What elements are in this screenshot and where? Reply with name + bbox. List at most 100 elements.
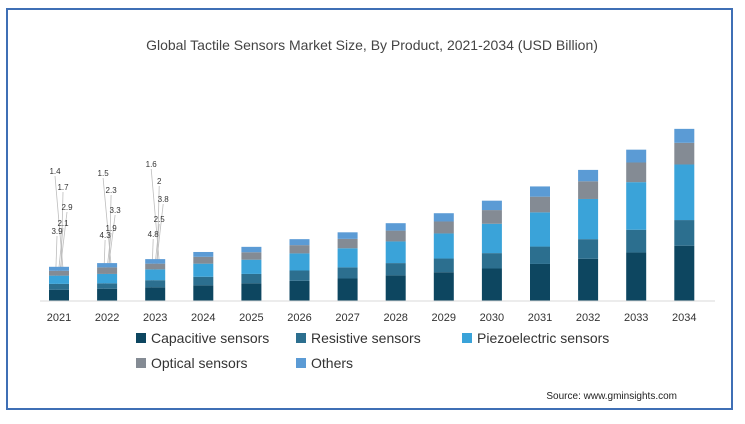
data-label-2023-series-4: 1.6 bbox=[146, 160, 158, 169]
bar-2021-series-3 bbox=[49, 270, 69, 276]
leader-line bbox=[54, 175, 64, 269]
bar-2029-series-0 bbox=[433, 272, 454, 301]
legend-swatch bbox=[296, 358, 306, 368]
legend-label: Optical sensors bbox=[151, 355, 247, 371]
bar-2022-series-2 bbox=[97, 273, 118, 284]
data-label-2021-series-1: 2.1 bbox=[57, 219, 69, 228]
source-note: Source: www.gminsights.com bbox=[546, 391, 677, 402]
bar-2026-series-3 bbox=[289, 245, 310, 254]
x-tick-label: 2031 bbox=[528, 312, 552, 324]
data-label-2021-series-3: 1.7 bbox=[57, 183, 69, 192]
bar-2025-series-1 bbox=[241, 273, 262, 284]
leader-line bbox=[60, 191, 64, 274]
bar-2034-series-4 bbox=[674, 128, 695, 143]
bar-2026-series-2 bbox=[289, 253, 310, 271]
bar-2028-series-0 bbox=[385, 275, 406, 301]
x-tick-label: 2021 bbox=[47, 312, 71, 324]
bars bbox=[49, 128, 695, 301]
bar-2033-series-4 bbox=[626, 149, 647, 163]
bar-2021-series-0 bbox=[49, 289, 69, 301]
bar-2031-series-4 bbox=[530, 186, 550, 197]
bar-2026-series-4 bbox=[289, 239, 310, 246]
bar-2031-series-0 bbox=[530, 263, 550, 301]
bar-2022-series-0 bbox=[97, 288, 118, 301]
x-tick-label: 2028 bbox=[383, 312, 407, 324]
bar-2032-series-2 bbox=[578, 198, 599, 240]
x-tick-label: 2025 bbox=[239, 312, 263, 324]
bar-2024-series-3 bbox=[193, 256, 214, 264]
bar-2030-series-3 bbox=[481, 210, 502, 224]
bar-2034-series-0 bbox=[674, 245, 695, 301]
bar-2024-series-2 bbox=[193, 263, 214, 277]
bar-2027-series-3 bbox=[337, 238, 358, 249]
leader-line bbox=[150, 168, 160, 262]
data-label-2021-series-4: 1.4 bbox=[49, 167, 61, 176]
data-label-2022-series-2: 3.3 bbox=[110, 206, 122, 215]
leader-line bbox=[108, 194, 112, 271]
bar-2032-series-3 bbox=[578, 181, 599, 199]
x-tick-label: 2023 bbox=[143, 312, 167, 324]
x-tick-label: 2024 bbox=[191, 312, 215, 324]
bar-2033-series-0 bbox=[626, 252, 647, 301]
bar-2022-series-4 bbox=[97, 263, 118, 268]
bar-2030-series-2 bbox=[481, 223, 502, 254]
bar-2026-series-0 bbox=[289, 280, 310, 301]
bar-2028-series-3 bbox=[385, 230, 406, 242]
bar-2030-series-0 bbox=[481, 268, 502, 301]
legend-label: Capacitive sensors bbox=[151, 330, 269, 346]
legend: Capacitive sensors Resistive sensors Piezo… bbox=[136, 330, 609, 371]
legend-swatch bbox=[296, 333, 306, 343]
bar-2027-series-1 bbox=[337, 267, 358, 279]
bar-2030-series-1 bbox=[481, 253, 502, 269]
bar-2027-series-4 bbox=[337, 232, 358, 239]
bar-2031-series-1 bbox=[530, 246, 550, 264]
data-label-2023-series-3: 2 bbox=[157, 177, 162, 186]
bar-2028-series-1 bbox=[385, 263, 406, 276]
bar-2032-series-4 bbox=[578, 169, 599, 182]
data-label-2023-series-0: 4.8 bbox=[148, 230, 160, 239]
bar-2034-series-2 bbox=[674, 164, 695, 221]
legend-swatch bbox=[462, 333, 472, 343]
bar-2022-series-3 bbox=[97, 267, 118, 274]
bar-2024-series-1 bbox=[193, 276, 214, 286]
bar-2021-series-4 bbox=[49, 266, 69, 271]
bar-2023-series-1 bbox=[145, 280, 166, 288]
bar-2025-series-3 bbox=[241, 252, 262, 260]
bar-2024-series-4 bbox=[193, 251, 214, 257]
data-labels: 3.92.1 2.9 1.7 1.4 4.31.9 3.3 2.3 1.5 4.8 2.5 3.8 2… bbox=[49, 160, 169, 240]
bar-2033-series-1 bbox=[626, 229, 647, 253]
data-label-2023-series-2: 3.8 bbox=[158, 195, 170, 204]
data-label-2022-series-0: 4.3 bbox=[100, 231, 112, 240]
chart-frame bbox=[6, 8, 733, 410]
bar-2027-series-0 bbox=[337, 278, 358, 301]
bar-2029-series-1 bbox=[433, 258, 454, 273]
data-label-2023-series-1: 2.5 bbox=[154, 215, 166, 224]
x-tick-label: 2026 bbox=[287, 312, 311, 324]
leader-line bbox=[156, 185, 160, 267]
bar-2034-series-3 bbox=[674, 142, 695, 165]
bar-2021-series-2 bbox=[49, 275, 69, 284]
bar-2031-series-3 bbox=[530, 196, 550, 213]
legend-swatch bbox=[136, 333, 146, 343]
bar-2025-series-2 bbox=[241, 259, 262, 274]
x-tick-label: 2030 bbox=[480, 312, 504, 324]
legend-swatch bbox=[136, 358, 146, 368]
x-tick-labels: 2021 2022 2023 2024 2025 2026 2027 2028 2029 2030… bbox=[47, 312, 697, 324]
data-label-2021-series-0: 3.9 bbox=[51, 227, 63, 236]
data-label-2021-series-2: 2.9 bbox=[61, 203, 73, 212]
bar-2023-series-0 bbox=[145, 287, 166, 301]
bar-2023-series-2 bbox=[145, 269, 166, 281]
bar-2031-series-2 bbox=[530, 212, 550, 247]
legend-label: Others bbox=[311, 355, 353, 371]
bar-2023-series-4 bbox=[145, 259, 166, 264]
x-tick-label: 2033 bbox=[624, 312, 648, 324]
bar-2029-series-4 bbox=[433, 213, 454, 222]
bar-2025-series-4 bbox=[241, 246, 262, 253]
chart-title: Global Tactile Sensors Market Size, By P… bbox=[146, 37, 598, 53]
legend-label: Resistive sensors bbox=[311, 330, 421, 346]
bar-2022-series-1 bbox=[97, 283, 118, 289]
bar-2026-series-1 bbox=[289, 270, 310, 281]
bar-2034-series-1 bbox=[674, 220, 695, 246]
x-tick-label: 2027 bbox=[335, 312, 359, 324]
